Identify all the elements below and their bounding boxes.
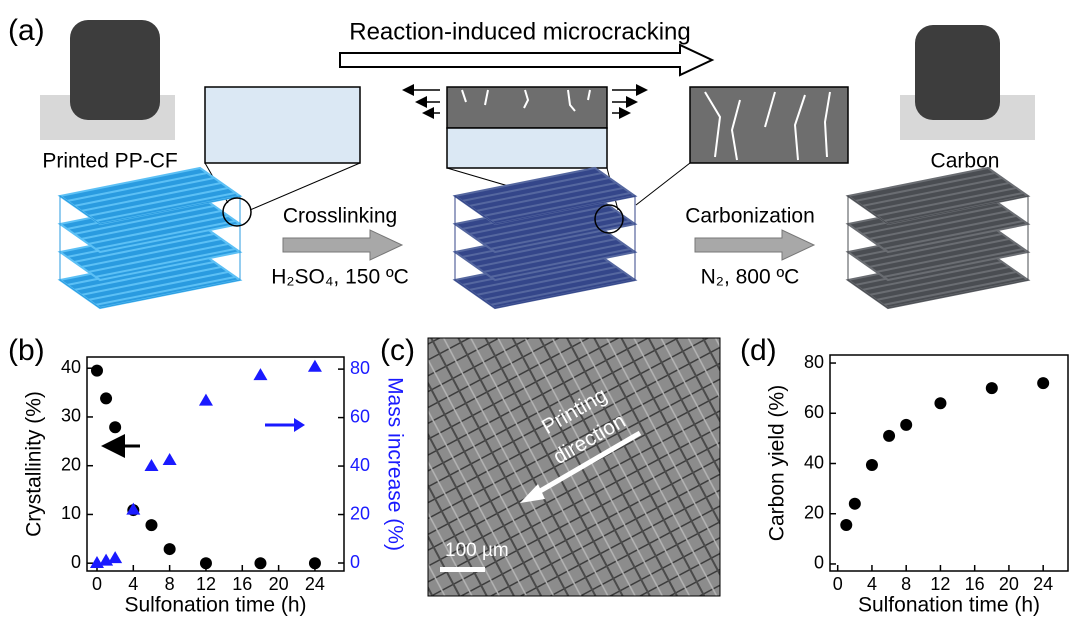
y-tick-label: 80 — [804, 352, 824, 372]
x-axis-label: Sulfonation time (h) — [858, 594, 1040, 617]
point — [144, 459, 158, 471]
x-tick-label: 20 — [999, 574, 1019, 594]
y-tick-label: 60 — [804, 402, 824, 422]
point — [100, 392, 112, 404]
y-tick-label: 20 — [804, 502, 824, 522]
step-label: Crosslinking — [283, 205, 397, 228]
y-tick-label: 10 — [61, 503, 81, 523]
point — [254, 557, 266, 569]
y-axis-label: Crystallinity (%) — [23, 391, 46, 537]
figure: (a) Reaction-induced microcracking Print… — [0, 0, 1081, 629]
point — [164, 543, 176, 555]
y-tick-label: 0 — [814, 553, 824, 573]
point — [163, 453, 177, 465]
point — [866, 459, 878, 471]
panel-label: (b) — [8, 334, 45, 367]
x-tick-label: 24 — [305, 574, 325, 594]
point — [1037, 377, 1049, 389]
y-tick-label: 20 — [61, 454, 81, 474]
plot-frame — [87, 357, 344, 571]
x-axis-label: Sulfonation time (h) — [124, 594, 306, 617]
point — [986, 382, 998, 394]
scale-bar-label: 100 µm — [445, 540, 509, 561]
arrow-head — [294, 418, 305, 432]
point — [108, 551, 122, 563]
x-tick-label: 8 — [901, 574, 911, 594]
point — [849, 498, 861, 510]
point — [883, 430, 895, 442]
point — [934, 397, 946, 409]
x-tick-label: 12 — [930, 574, 950, 594]
point — [199, 394, 213, 406]
panel-label: (c) — [380, 334, 415, 367]
point — [309, 557, 321, 569]
page: (a) Reaction-induced microcracking Print… — [0, 0, 1081, 629]
x-tick-label: 0 — [833, 574, 843, 594]
step-condition: H₂SO₄, 150 ºC — [271, 266, 409, 289]
process-title: Reaction-induced microcracking — [349, 18, 690, 45]
y-tick-label: 40 — [61, 357, 81, 377]
y-tick-label: 30 — [61, 406, 81, 426]
y-axis-label: Carbon yield (%) — [766, 385, 789, 541]
x-tick-label: 0 — [92, 574, 102, 594]
step-condition: N₂, 800 ºC — [701, 266, 800, 289]
x-tick-label: 16 — [232, 574, 252, 594]
y2-tick-label: 0 — [350, 552, 360, 572]
point — [200, 557, 212, 569]
y-tick-label: 40 — [804, 452, 824, 472]
panel-a-drawing — [40, 20, 1035, 308]
point — [145, 519, 157, 531]
y2-tick-label: 60 — [350, 406, 370, 426]
x-tick-label: 16 — [965, 574, 985, 594]
photo-caption: Printed PP-CF — [42, 150, 177, 173]
x-tick-label: 12 — [196, 574, 216, 594]
x-tick-label: 8 — [165, 574, 175, 594]
x-tick-label: 4 — [128, 574, 138, 594]
y2-tick-label: 80 — [350, 358, 370, 378]
step-label: Carbonization — [685, 205, 815, 228]
x-tick-label: 20 — [269, 574, 289, 594]
y2-tick-label: 40 — [350, 455, 370, 475]
x-tick-label: 24 — [1033, 574, 1053, 594]
point — [253, 368, 267, 380]
y2-tick-label: 20 — [350, 503, 370, 523]
point — [308, 360, 322, 372]
point — [840, 519, 852, 531]
y-tick-label: 0 — [71, 552, 81, 572]
panel-label: (a) — [8, 14, 45, 47]
y2-axis-label: Mass increase (%) — [383, 377, 406, 551]
panel-label: (d) — [740, 334, 777, 367]
point — [91, 365, 103, 377]
photo-caption: Carbon — [931, 150, 1000, 173]
point — [109, 421, 121, 433]
plot-frame — [830, 355, 1068, 571]
point — [900, 419, 912, 431]
x-tick-label: 4 — [867, 574, 877, 594]
